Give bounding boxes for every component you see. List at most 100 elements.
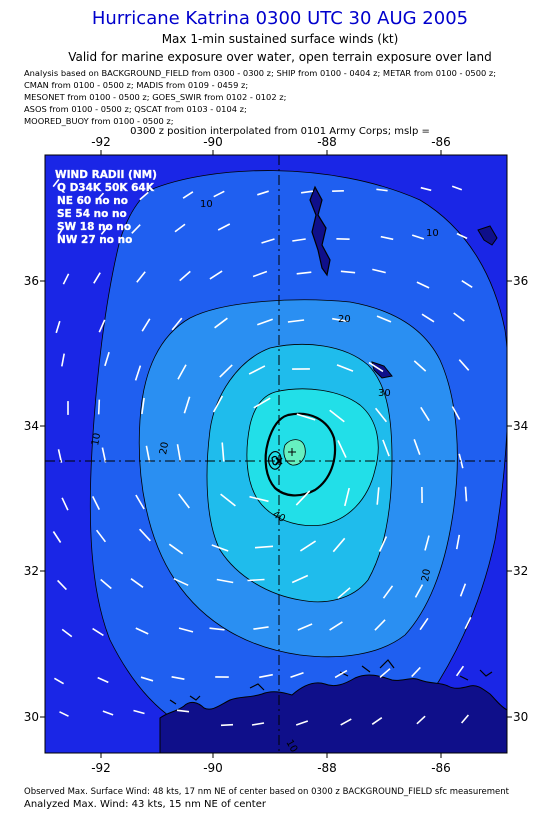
wind-radii-row-sw: SW 18 no no bbox=[57, 221, 131, 233]
lon-tick-label: -92 bbox=[91, 761, 111, 775]
observed-max-wind: Observed Max. Surface Wind: 48 kts, 17 n… bbox=[24, 787, 510, 797]
wind-vector bbox=[92, 627, 104, 637]
lat-tick-label: 34 bbox=[24, 419, 39, 433]
wind-vector bbox=[61, 628, 73, 638]
lake-outline bbox=[309, 185, 331, 277]
wind-vector bbox=[411, 234, 425, 240]
wind-vector bbox=[340, 718, 352, 726]
lon-labels-bottom: -92 -90 -88 -86 bbox=[91, 761, 451, 775]
wind-vector bbox=[261, 238, 275, 244]
wind-vector bbox=[97, 399, 101, 415]
wind-vector bbox=[460, 714, 470, 724]
wind-vector bbox=[332, 317, 348, 323]
wind-vector bbox=[178, 627, 194, 633]
wind-vector bbox=[253, 626, 269, 630]
wind-vector bbox=[411, 666, 421, 678]
wind-vector bbox=[220, 723, 234, 727]
wind-radii-row-ne: NE 60 no no bbox=[57, 195, 128, 207]
wind-vector bbox=[421, 313, 435, 323]
wind-vector bbox=[95, 529, 107, 543]
wind-vector bbox=[139, 191, 149, 201]
wind-vector bbox=[337, 587, 351, 599]
wind-vector bbox=[420, 186, 432, 192]
wind-vector bbox=[217, 223, 231, 231]
axis-ticks bbox=[40, 150, 512, 758]
wind-vector bbox=[329, 409, 345, 423]
wind-vector bbox=[97, 676, 109, 684]
wind-vector bbox=[62, 273, 70, 285]
wind-vector bbox=[133, 709, 145, 715]
wind-vector bbox=[413, 360, 427, 372]
wind-vector bbox=[374, 407, 388, 423]
contour-label: 30 bbox=[378, 388, 391, 399]
wind-vector bbox=[451, 185, 463, 191]
wind-vector bbox=[461, 280, 473, 288]
wind-vector bbox=[464, 616, 472, 630]
wind-vector bbox=[168, 543, 184, 555]
wind-vector bbox=[178, 493, 190, 509]
interpolation-note: 0300 z position interpolated from 0101 A… bbox=[130, 126, 430, 137]
wind-radii-header: Q D34K 50K 64K bbox=[57, 182, 155, 194]
wind-vector bbox=[252, 270, 268, 278]
wind-vector bbox=[451, 406, 461, 420]
wind-vector bbox=[176, 709, 190, 713]
lat-tick-label: 30 bbox=[513, 710, 528, 724]
wind-vector bbox=[177, 364, 187, 380]
lon-tick-label: -92 bbox=[91, 135, 111, 149]
analysis-line-5: MOORED_BUOY from 0100 - 0500 z; bbox=[24, 116, 174, 126]
wind-radii-row-nw: NW 27 no no bbox=[57, 234, 132, 246]
lat-tick-label: 36 bbox=[513, 274, 528, 288]
wind-vector bbox=[414, 584, 424, 598]
wind-vector bbox=[379, 668, 391, 678]
wind-vector bbox=[101, 447, 107, 463]
wind-vector bbox=[52, 531, 62, 543]
wind-vector bbox=[371, 717, 383, 725]
wind-vector bbox=[249, 495, 269, 503]
wind-vector bbox=[145, 445, 151, 463]
map-frame bbox=[44, 154, 508, 754]
wind-barbs bbox=[52, 178, 473, 727]
wind-vector bbox=[295, 490, 311, 506]
wind-vector bbox=[135, 494, 145, 510]
analysis-line-3: MESONET from 0100 - 0500 z; GOES_SWIR fr… bbox=[24, 92, 287, 102]
contour-label: 20 bbox=[158, 441, 171, 455]
wind-vector bbox=[182, 191, 194, 199]
wind-vector bbox=[287, 319, 305, 323]
wind-vector bbox=[382, 439, 390, 457]
wind-vector bbox=[61, 497, 69, 511]
wind-vector bbox=[464, 486, 468, 502]
wind-vector bbox=[376, 315, 392, 323]
wind-vector bbox=[130, 578, 144, 588]
wind-vector bbox=[179, 270, 191, 282]
wind-vector bbox=[456, 232, 468, 240]
wind-vector bbox=[374, 619, 386, 631]
wind-vector bbox=[251, 722, 265, 726]
wind-vector bbox=[57, 579, 67, 591]
wind-vector bbox=[211, 544, 229, 552]
wind-vector bbox=[299, 540, 317, 552]
wind-vector bbox=[424, 535, 430, 551]
lat-tick-label: 36 bbox=[24, 274, 39, 288]
wind-vector bbox=[57, 226, 65, 236]
wind-vector bbox=[340, 270, 356, 274]
analyzed-max-wind: Analyzed Max. Wind: 43 kts, 15 nm NE of … bbox=[24, 799, 266, 810]
lon-tick-label: -86 bbox=[431, 135, 451, 149]
contour-label: 20 bbox=[338, 314, 351, 325]
wind-vector bbox=[52, 178, 60, 188]
wind-vector bbox=[337, 440, 347, 458]
coast-islands bbox=[169, 659, 493, 705]
wind-vector bbox=[247, 578, 265, 582]
analysis-line-4: ASOS from 0100 - 0500 z; QSCAT from 0103… bbox=[24, 104, 247, 114]
wind-vector bbox=[296, 413, 316, 421]
wind-vector bbox=[257, 190, 269, 196]
wind-vector bbox=[455, 665, 465, 677]
wind-vector bbox=[382, 585, 394, 599]
lat-labels-right: 36 34 32 30 bbox=[513, 274, 528, 724]
wind-vector bbox=[214, 317, 228, 329]
wind-vector bbox=[292, 238, 306, 242]
wind-vector bbox=[57, 449, 63, 463]
lat-tick-label: 34 bbox=[513, 419, 528, 433]
wind-vector bbox=[295, 720, 309, 726]
wind-vector bbox=[416, 281, 430, 289]
